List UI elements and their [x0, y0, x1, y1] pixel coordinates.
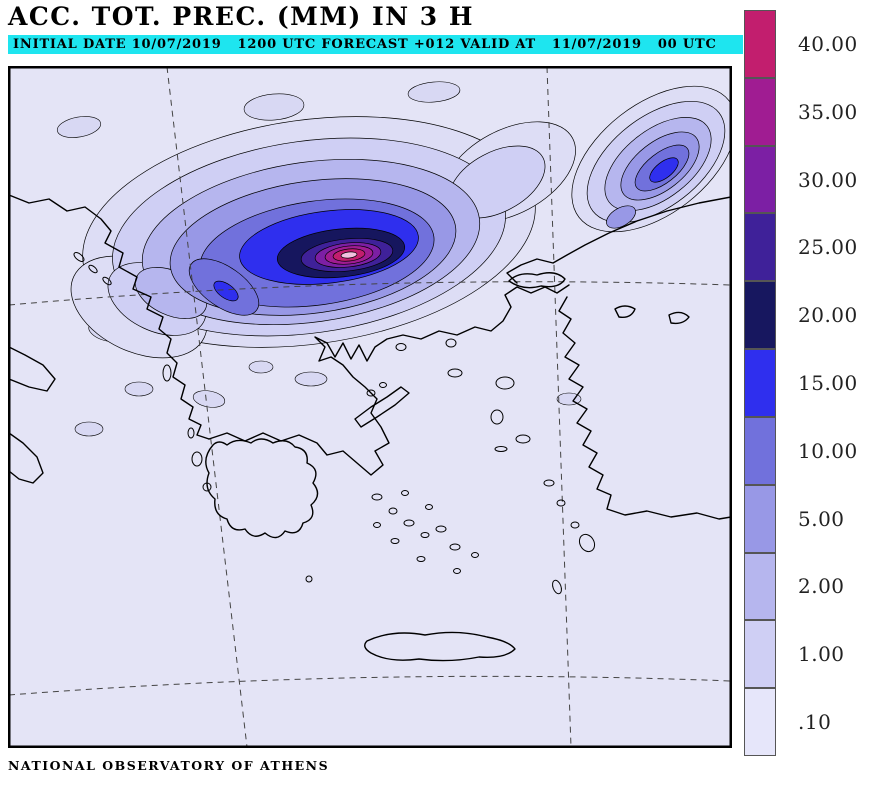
coastlines: [9, 194, 731, 662]
legend-row: 1.00: [744, 620, 874, 689]
map-border: [9, 67, 731, 747]
legend-color-swatch: [744, 416, 776, 485]
legend-value-label: .10: [798, 710, 832, 735]
legend-row: 25.00: [744, 213, 874, 282]
map-canvas: [9, 67, 731, 747]
page-title: ACC. TOT. PREC. (MM) IN 3 H: [8, 2, 475, 31]
legend-color-swatch: [744, 77, 776, 146]
legend-value-label: 15.00: [798, 370, 858, 395]
legend-row: .10: [744, 688, 874, 756]
legend-color-swatch: [744, 281, 776, 350]
legend-row: 10.00: [744, 416, 874, 485]
legend-value-label: 1.00: [798, 642, 845, 667]
precipitation-contours-main: [70, 116, 576, 359]
legend-value-label: 35.00: [798, 99, 858, 124]
legend-row: 20.00: [744, 281, 874, 350]
legend-value-label: 40.00: [798, 31, 858, 56]
legend-color-swatch: [744, 145, 776, 214]
legend-color-swatch: [744, 688, 776, 756]
color-scale-legend: 40.00 35.00 30.00 25.00 20.00 15.00 10.0…: [744, 10, 874, 756]
legend-color-swatch: [744, 552, 776, 621]
legend-color-swatch: [744, 213, 776, 282]
legend-row: 15.00: [744, 349, 874, 417]
precipitation-contours-northeast: [571, 85, 731, 233]
legend-value-label: 20.00: [798, 303, 858, 328]
legend-value-label: 5.00: [798, 506, 845, 531]
legend-color-swatch: [744, 620, 776, 689]
legend-row: 30.00: [744, 145, 874, 214]
islands: [73, 252, 596, 595]
legend-value-label: 2.00: [798, 574, 845, 599]
legend-row: 40.00: [744, 10, 874, 78]
legend-color-swatch: [744, 349, 776, 417]
legend-color-swatch: [744, 10, 776, 78]
legend-row: 35.00: [744, 77, 874, 146]
graticule: [9, 67, 731, 747]
legend-value-label: 10.00: [798, 438, 858, 463]
forecast-info-bar: INITIAL DATE 10/07/2019 1200 UTC FORECAS…: [8, 35, 743, 54]
legend-value-label: 30.00: [798, 167, 858, 192]
legend-color-swatch: [744, 484, 776, 553]
precipitation-map: [8, 66, 732, 748]
legend-row: 2.00: [744, 552, 874, 621]
legend-value-label: 25.00: [798, 235, 858, 260]
attribution: NATIONAL OBSERVATORY OF ATHENS: [8, 758, 330, 773]
legend-row: 5.00: [744, 484, 874, 553]
